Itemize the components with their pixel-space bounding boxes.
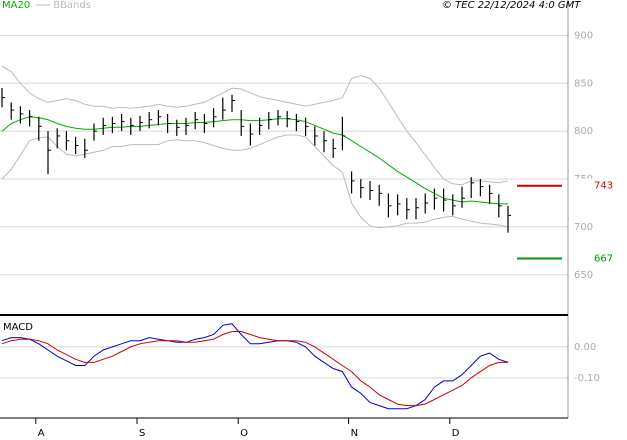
ma-line: [1, 116, 508, 205]
macd-line: [1, 331, 508, 407]
legend-label: MA20: [2, 0, 30, 11]
level-label-bg: [570, 251, 620, 266]
x-tick-label: A: [38, 428, 45, 439]
band-upper: [1, 65, 509, 186]
y-tick-label: 800: [574, 126, 593, 137]
x-tick-label: D: [452, 428, 460, 439]
y-tick-label: 900: [574, 30, 593, 41]
macd-title: MACD: [3, 322, 33, 333]
y-tick-label: -0.10: [574, 373, 600, 384]
source: © TEC 22/12/2024 4:0 GMT: [442, 0, 581, 11]
y-tick-label: 0.00: [574, 342, 596, 353]
y-tick-label: 650: [574, 270, 593, 281]
x-tick-label: O: [240, 428, 248, 439]
level-label-bg: [570, 178, 620, 193]
level-label: 667: [594, 253, 613, 264]
legend-label: BBands: [53, 0, 91, 11]
level-label: 743: [594, 181, 613, 192]
x-tick-label: N: [351, 428, 358, 439]
band-lower: [1, 134, 509, 229]
macd-line: [1, 323, 509, 410]
x-tick-label: S: [139, 428, 145, 439]
y-tick-label: 700: [574, 222, 593, 233]
y-tick-label: 850: [574, 78, 593, 89]
